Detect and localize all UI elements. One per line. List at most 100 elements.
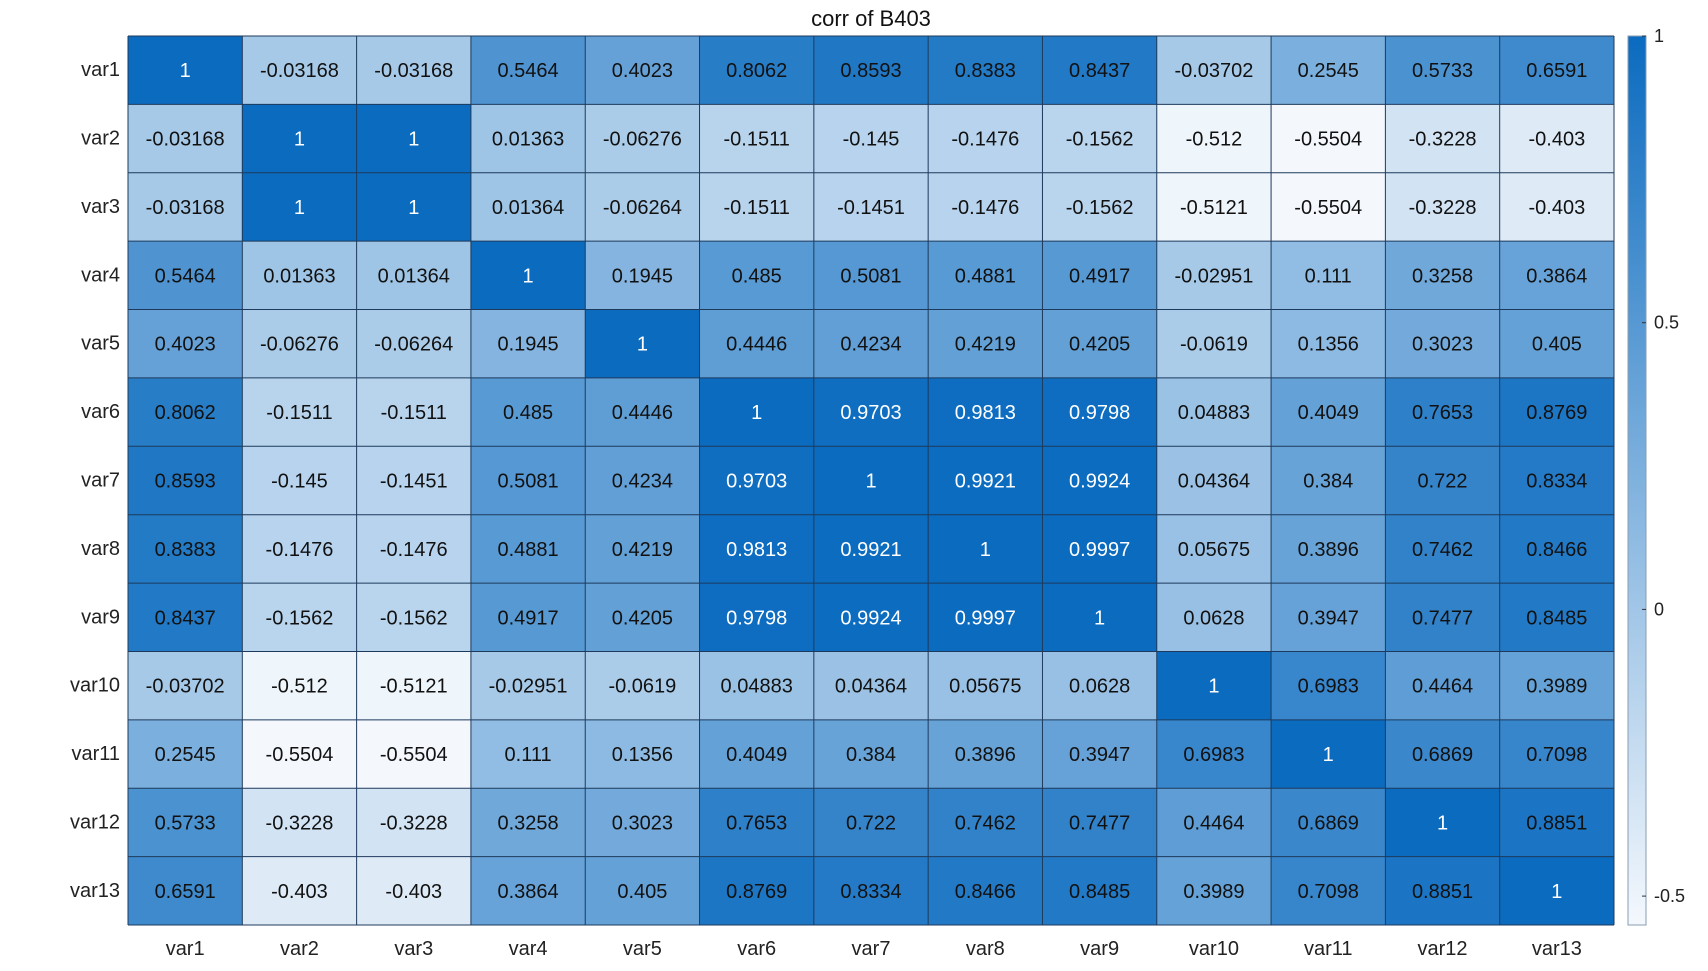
cell-value-label: 0.3947 <box>1069 744 1130 766</box>
cell-value-label: 0.3896 <box>955 744 1016 766</box>
cell-value-label: 0.4219 <box>955 334 1016 356</box>
heatmap-cell <box>1042 446 1157 515</box>
heatmap-cell <box>1156 377 1272 447</box>
cell-value-label: 0.01363 <box>492 129 564 151</box>
heatmap-cell <box>1156 514 1272 584</box>
cell-value-label: 0.111 <box>1305 265 1352 287</box>
cell-value-label: 0.4234 <box>840 334 901 356</box>
cell-value-label: -0.1562 <box>1066 197 1134 219</box>
heatmap-cell <box>128 856 243 925</box>
heatmap-cell <box>813 651 929 720</box>
cell-value-label: -0.1476 <box>380 539 448 561</box>
heatmap-cell <box>128 241 243 310</box>
heatmap-cell <box>1499 788 1614 857</box>
heatmap-cell <box>1385 719 1500 789</box>
cell-value-label: 0.6983 <box>1298 676 1359 698</box>
cell-value-label: -0.1476 <box>951 197 1019 219</box>
heatmap-cell <box>928 788 1043 857</box>
cell-value-label: 1 <box>1208 676 1219 698</box>
heatmap-cell <box>1271 856 1386 925</box>
heatmap-cell <box>470 241 586 310</box>
heatmap-cell <box>1156 446 1272 515</box>
heatmap-cell <box>585 309 700 378</box>
heatmap-cell <box>699 241 814 310</box>
heatmap-cell <box>699 856 814 925</box>
cell-value-label: 1 <box>637 334 648 356</box>
heatmap-cell <box>1271 241 1386 310</box>
cell-value-label: 0.5733 <box>1412 60 1473 82</box>
cell-value-label: -0.1562 <box>266 607 334 629</box>
cell-value-label: 0.1945 <box>497 334 558 356</box>
cell-value-label: -0.0619 <box>1180 334 1248 356</box>
cell-value-label: -0.5504 <box>380 744 448 766</box>
cell-value-label: 0.9921 <box>840 539 901 561</box>
heatmap-cell <box>813 856 929 925</box>
y-tick-label: var5 <box>81 333 120 355</box>
heatmap-cell <box>242 788 357 857</box>
cell-value-label: 0.722 <box>846 812 896 834</box>
heatmap-cell <box>585 651 700 720</box>
heatmap-cell <box>356 514 471 584</box>
cell-value-label: 0.3989 <box>1526 676 1587 698</box>
cell-value-label: 0.04883 <box>721 676 793 698</box>
heatmap-cell <box>928 104 1043 173</box>
cell-value-label: -0.03168 <box>146 129 225 151</box>
heatmap-cell <box>128 172 243 242</box>
heatmap-cell <box>928 719 1043 789</box>
heatmap-cell <box>470 104 586 173</box>
cell-value-label: 0.05675 <box>1178 539 1250 561</box>
heatmap-cell <box>242 377 357 447</box>
cell-value-label: 0.5081 <box>497 471 558 493</box>
y-tick-label: var9 <box>81 606 120 628</box>
heatmap-cell <box>1156 583 1272 652</box>
heatmap-cell <box>128 104 243 173</box>
cell-value-label: 0.04883 <box>1178 402 1250 424</box>
cell-value-label: 0.8851 <box>1526 812 1587 834</box>
heatmap-cell <box>470 788 586 857</box>
cell-value-label: -0.3228 <box>380 812 448 834</box>
heatmap-cell <box>699 788 814 857</box>
heatmap-cell <box>1271 514 1386 584</box>
cell-value-label: 0.384 <box>1303 471 1353 493</box>
heatmap-cell <box>699 377 814 447</box>
cell-value-label: 0.3896 <box>1298 539 1359 561</box>
heatmap-cell <box>128 377 243 447</box>
x-tick-label: var4 <box>509 938 548 960</box>
heatmap-cell <box>699 651 814 720</box>
heatmap-cell <box>1156 651 1272 720</box>
cell-value-label: -0.5504 <box>266 744 334 766</box>
heatmap-cell <box>356 583 471 652</box>
cell-value-label: -0.3228 <box>1409 197 1477 219</box>
colorbar-tick-label: -0.5 <box>1654 886 1685 906</box>
heatmap-cell <box>1042 309 1157 378</box>
cell-value-label: 0.0628 <box>1069 676 1130 698</box>
cell-value-label: -0.02951 <box>489 676 568 698</box>
cell-value-label: -0.403 <box>271 881 328 903</box>
heatmap-cell <box>128 583 243 652</box>
cell-value-label: 0.1945 <box>612 265 673 287</box>
heatmap-cell <box>1042 719 1157 789</box>
cell-value-label: 0.6869 <box>1298 812 1359 834</box>
cell-value-label: 0.9997 <box>955 607 1016 629</box>
heatmap-cell <box>128 309 243 378</box>
cell-value-label: 1 <box>294 197 305 219</box>
heatmap-cell <box>356 719 471 789</box>
cell-value-label: -0.03702 <box>146 676 225 698</box>
heatmap-cell <box>242 446 357 515</box>
heatmap-cell <box>356 446 471 515</box>
cell-value-label: 0.1356 <box>612 744 673 766</box>
heatmap-cell <box>928 36 1043 105</box>
cell-value-label: 0.7098 <box>1298 881 1359 903</box>
heatmap-cell <box>699 309 814 378</box>
heatmap-cell <box>699 172 814 242</box>
cell-value-label: 0.8593 <box>155 471 216 493</box>
cell-value-label: 0.384 <box>846 744 896 766</box>
cell-value-label: 0.5464 <box>155 265 216 287</box>
heatmap-cell <box>242 241 357 310</box>
y-tick-label: var3 <box>81 196 120 218</box>
heatmap-cell <box>470 719 586 789</box>
heatmap-cell <box>128 36 243 105</box>
cell-value-label: -0.5121 <box>1180 197 1248 219</box>
heatmap-cell <box>1385 514 1500 584</box>
x-tick-label: var13 <box>1532 938 1582 960</box>
